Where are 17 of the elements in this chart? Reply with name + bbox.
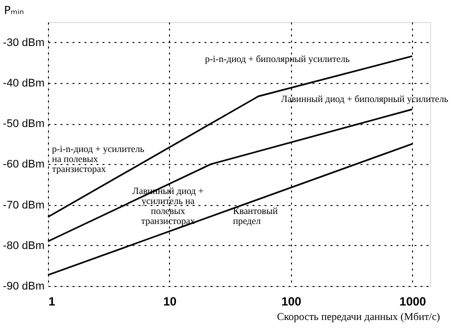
y-tick-label: -30 dBm — [2, 36, 44, 49]
annotation: p-i-n-диод + усилитель на полевых транзисторах — [52, 145, 145, 175]
y-tick-label: -70 dBm — [2, 199, 44, 212]
x-axis-title: Скорость передачи данных (Мбит/с) — [276, 312, 440, 323]
annotation: Лавинный диод + биполярный усилитель — [281, 95, 449, 105]
y-tick-label: -60 dBm — [2, 158, 44, 171]
y-tick-label: -90 dBm — [2, 280, 44, 292]
x-tick-label: 100 — [281, 294, 302, 308]
y-axis-title: Pₘᵢₙ — [4, 4, 24, 17]
annotation: Квантовый предел — [233, 207, 278, 227]
x-tick-label: 1 — [48, 294, 56, 308]
x-tick-label: 10 — [163, 294, 177, 308]
y-tick-label: -80 dBm — [2, 240, 44, 252]
y-tick-label: -40 dBm — [2, 77, 44, 90]
y-tick-label: -50 dBm — [2, 118, 44, 130]
annotation: p-i-n-диод + биполярный усилитель — [205, 55, 350, 65]
x-tick-label: 1000 — [399, 294, 426, 308]
